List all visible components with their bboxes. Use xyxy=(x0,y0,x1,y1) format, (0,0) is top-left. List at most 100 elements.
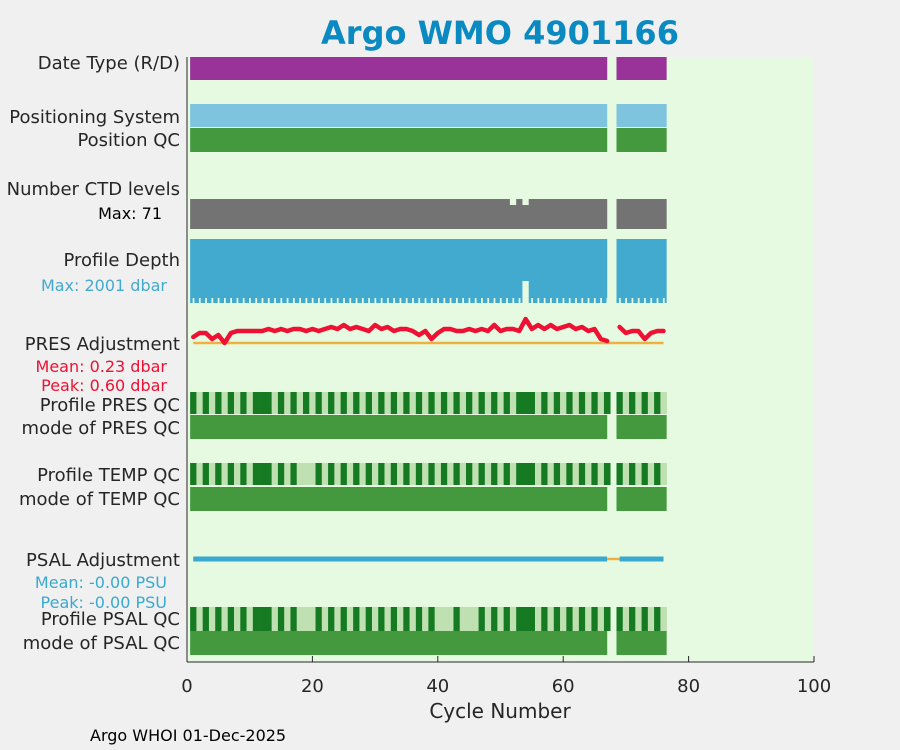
row-label-7: Profile PRES QC xyxy=(40,395,180,416)
profile-pres-qc-stripe-cycle-2 xyxy=(196,392,203,414)
profile-pres-qc-stripe-cycle-70 xyxy=(622,392,630,414)
ctd-levels-dip-cycle-54 xyxy=(522,199,529,205)
profile-psal-qc-stripe-cycle-47 xyxy=(478,607,486,631)
profile-depth-max-note: Max: 2001 dbar xyxy=(41,276,167,295)
profile-depth-tick-cycle-43 xyxy=(455,298,458,303)
profile-psal-qc-stripe-cycle-49 xyxy=(491,607,498,631)
profile-depth-tick-cycle-1 xyxy=(192,298,195,303)
profile-pres-qc-stripe-cycle-48 xyxy=(484,392,492,414)
profile-temp-qc-stripe-cycle-75 xyxy=(654,463,661,485)
profile-psal-qc-stripe-cycle-5 xyxy=(215,607,222,631)
profile-psal-qc-stripe-cycle-53 xyxy=(516,607,523,631)
profile-depth-tick-cycle-59 xyxy=(556,298,559,303)
profile-psal-qc-stripe-cycle-33 xyxy=(390,607,398,631)
profile-depth-tick-cycle-56 xyxy=(537,298,540,303)
profile-psal-qc-stripe-cycle-30 xyxy=(371,607,379,631)
date-type-bar-segment-1 xyxy=(190,57,608,80)
profile-pres-qc-stripe-cycle-32 xyxy=(384,392,392,414)
profile-temp-qc-stripe-cycle-67 xyxy=(603,463,611,485)
profile-depth-tick-cycle-26 xyxy=(349,298,352,303)
profile-psal-qc-stripe-cycle-51 xyxy=(503,607,511,631)
x-tick-label-40: 40 xyxy=(426,676,449,697)
profile-depth-tick-cycle-48 xyxy=(487,298,490,303)
profile-pres-qc-stripe-cycle-59 xyxy=(553,392,561,414)
pres-adjustment-line-1 xyxy=(191,316,610,346)
profile-psal-qc-stripe-cycle-16 xyxy=(284,607,291,631)
profile-pres-qc-stripe-cycle-4 xyxy=(208,392,216,414)
profile-depth-tick-cycle-25 xyxy=(343,298,345,303)
chart-title: Argo WMO 4901166 xyxy=(321,14,679,52)
profile-pres-qc-stripe-cycle-6 xyxy=(221,392,229,414)
profile-temp-qc-stripe-cycle-50 xyxy=(497,463,504,485)
profile-pres-qc-stripe-cycle-15 xyxy=(277,392,285,414)
profile-pres-qc-stripe-cycle-73 xyxy=(641,392,649,414)
profile-depth-tick-cycle-12 xyxy=(261,298,264,303)
profile-pres-qc-stripe-cycle-49 xyxy=(491,392,498,414)
profile-pres-qc-stripe-cycle-30 xyxy=(371,392,379,414)
profile-depth-tick-cycle-15 xyxy=(280,298,283,303)
ctd-levels-dip-cycle-52 xyxy=(509,199,517,205)
profile-pres-qc-stripe-cycle-72 xyxy=(635,392,642,414)
profile-psal-qc-stripe-cycle-65 xyxy=(591,607,598,631)
pres-adjustment-peak-note: Peak: 0.60 dbar xyxy=(41,376,167,395)
profile-temp-qc-stripe-cycle-13 xyxy=(265,463,272,485)
profile-psal-qc-stripe-cycle-3 xyxy=(202,607,210,631)
profile-psal-qc-stripe-cycle-6 xyxy=(221,607,229,631)
profile-psal-qc-stripe-cycle-13 xyxy=(265,607,272,631)
profile-depth-tick-cycle-10 xyxy=(249,298,251,303)
profile-temp-qc-stripe-cycle-40 xyxy=(434,463,442,485)
profile-psal-qc-stripe-cycle-9 xyxy=(240,607,247,631)
profile-depth-tick-cycle-19 xyxy=(305,298,308,303)
position-qc-bar-segment-2 xyxy=(616,128,667,152)
profile-temp-qc-stripe-cycle-12 xyxy=(259,463,266,485)
profile-depth-tick-cycle-23 xyxy=(330,298,333,303)
profile-depth-dip-cycle-54 xyxy=(522,281,529,303)
profile-depth-tick-cycle-70 xyxy=(625,298,628,303)
profile-pres-qc-stripe-cycle-37 xyxy=(415,392,423,414)
profile-depth-tick-cycle-11 xyxy=(255,298,258,303)
profile-depth-bar-segment-1 xyxy=(190,239,608,303)
profile-depth-tick-cycle-28 xyxy=(361,298,364,303)
profile-depth-tick-cycle-45 xyxy=(468,298,471,303)
mode-pres-qc-bar-segment-2 xyxy=(616,415,667,439)
profile-temp-qc-stripe-cycle-48 xyxy=(484,463,492,485)
profile-psal-qc-stripe-cycle-32 xyxy=(384,607,392,631)
profile-psal-qc-stripe-cycle-70 xyxy=(622,607,630,631)
profile-temp-qc-stripe-cycle-61 xyxy=(566,463,573,485)
profile-temp-qc-stripe-cycle-5 xyxy=(215,463,222,485)
profile-depth-tick-cycle-69 xyxy=(619,298,621,303)
profile-temp-qc-stripe-cycle-69 xyxy=(616,463,624,485)
profile-temp-qc-stripe-cycle-70 xyxy=(622,463,630,485)
profile-depth-tick-cycle-66 xyxy=(600,298,602,303)
profile-temp-qc-stripe-cycle-14 xyxy=(271,463,279,485)
profile-pres-qc-stripe-cycle-7 xyxy=(227,392,235,414)
mode-temp-qc-bar-segment-1 xyxy=(190,487,608,511)
profile-pres-qc-stripe-cycle-51 xyxy=(503,392,511,414)
profile-temp-qc-stripe-cycle-42 xyxy=(447,463,454,485)
profile-pres-qc-stripe-cycle-57 xyxy=(541,392,548,414)
profile-depth-tick-cycle-63 xyxy=(581,298,584,303)
profile-temp-qc-stripe-cycle-24 xyxy=(334,463,341,485)
profile-psal-qc-stripe-cycle-76 xyxy=(660,607,667,631)
profile-depth-tick-cycle-18 xyxy=(299,298,301,303)
profile-pres-qc-stripe-cycle-66 xyxy=(597,392,605,414)
profile-temp-qc-stripe-cycle-3 xyxy=(202,463,210,485)
profile-depth-tick-cycle-24 xyxy=(336,298,339,303)
row-label-8: mode of PRES QC xyxy=(22,418,180,439)
row-label-12: Profile PSAL QC xyxy=(41,609,180,630)
profile-temp-qc-stripe-cycle-16 xyxy=(284,463,291,485)
profile-temp-qc-stripe-cycle-10 xyxy=(246,463,254,485)
positioning-system-bar-segment-1 xyxy=(190,104,608,127)
pres-adjustment-line-2 xyxy=(617,324,666,342)
profile-depth-tick-cycle-20 xyxy=(311,298,314,303)
profile-depth-tick-cycle-52 xyxy=(512,298,515,303)
row-label-9: Profile TEMP QC xyxy=(37,465,180,486)
profile-temp-qc-stripe-cycle-57 xyxy=(541,463,548,485)
profile-temp-qc-stripe-cycle-53 xyxy=(516,463,523,485)
profile-temp-qc-stripe-cycle-31 xyxy=(378,463,385,485)
profile-depth-tick-cycle-39 xyxy=(430,298,433,303)
profile-depth-tick-cycle-74 xyxy=(650,298,653,303)
profile-pres-qc-stripe-cycle-20 xyxy=(309,392,316,414)
row-label-10: mode of TEMP QC xyxy=(19,489,180,510)
